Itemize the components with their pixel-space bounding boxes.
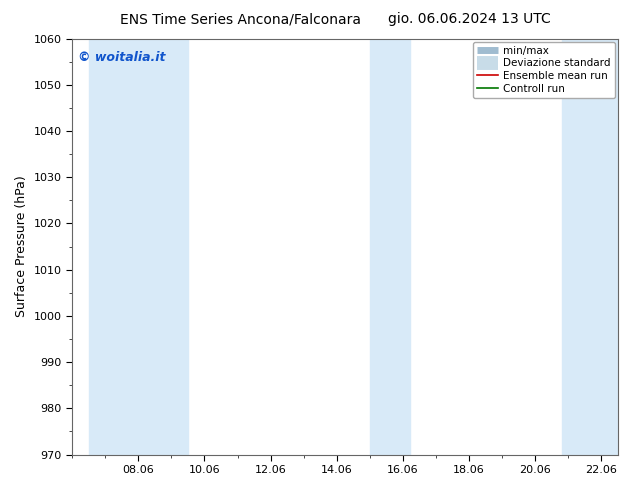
Bar [370, 39, 410, 455]
Text: gio. 06.06.2024 13 UTC: gio. 06.06.2024 13 UTC [388, 12, 550, 26]
Text: © woitalia.it: © woitalia.it [77, 51, 165, 64]
Bar [89, 39, 188, 455]
Legend: min/max, Deviazione standard, Ensemble mean run, Controll run: min/max, Deviazione standard, Ensemble m… [473, 42, 615, 98]
Text: ENS Time Series Ancona/Falconara: ENS Time Series Ancona/Falconara [120, 12, 361, 26]
Bar [602, 39, 618, 455]
Bar [562, 39, 608, 455]
Y-axis label: Surface Pressure (hPa): Surface Pressure (hPa) [15, 176, 28, 318]
